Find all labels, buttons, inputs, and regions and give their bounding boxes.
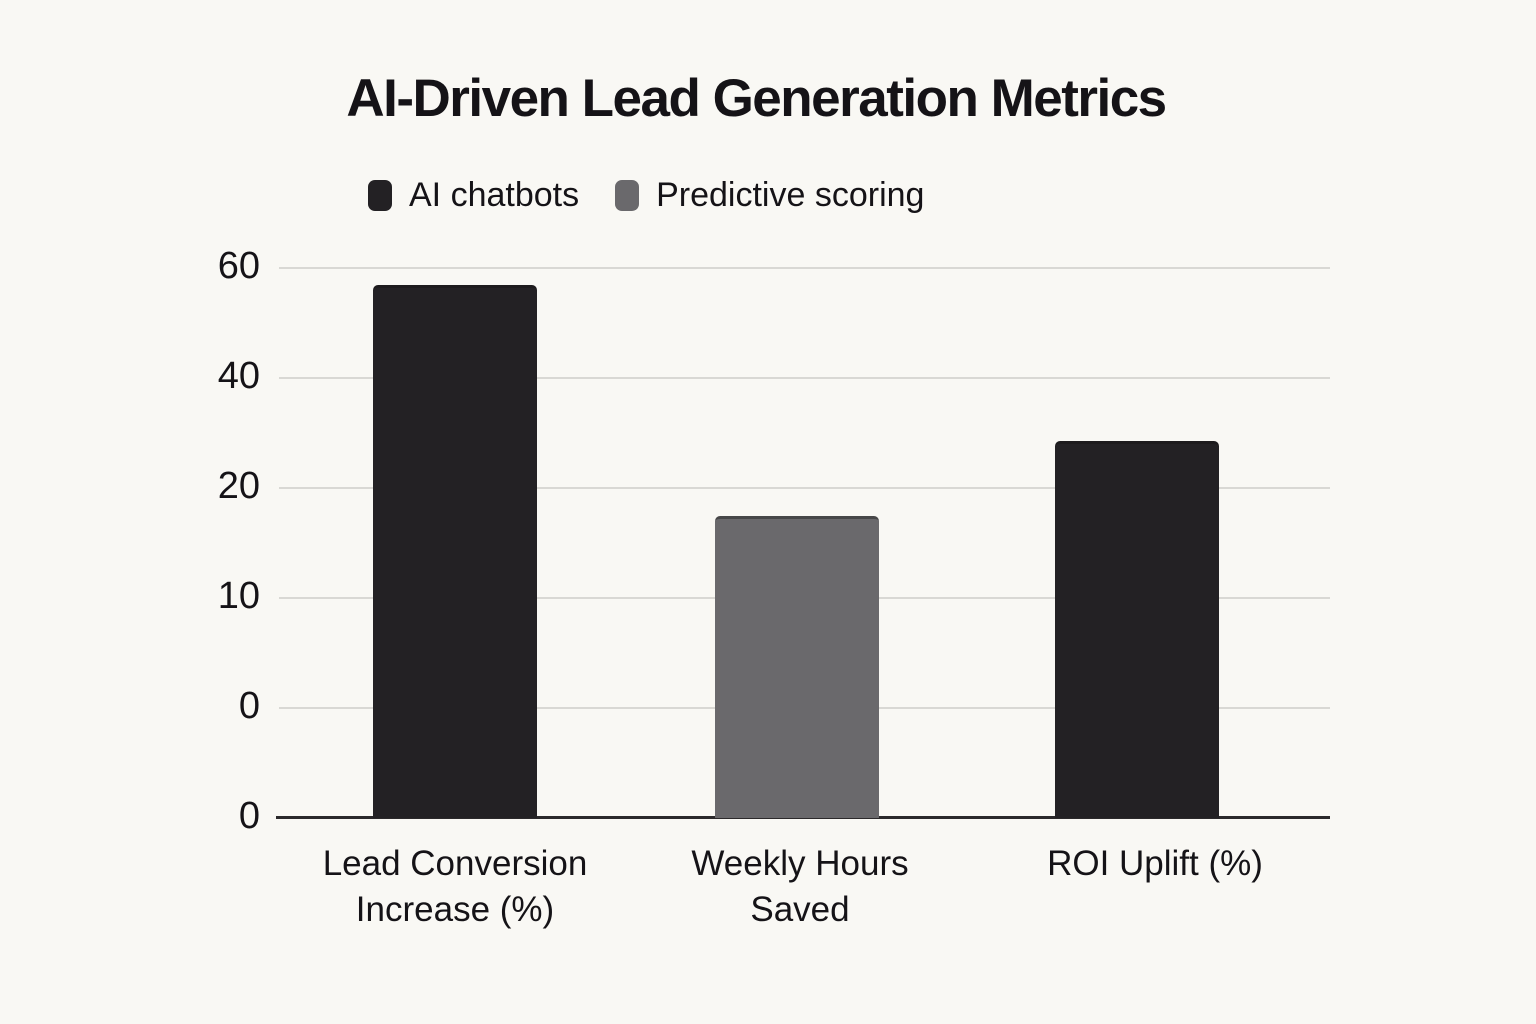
- y-axis-tick-label: 0: [238, 685, 260, 727]
- bar-roi-uplift: [1055, 441, 1219, 818]
- chart-title: AI-Driven Lead Generation Metrics: [346, 69, 1167, 128]
- bar-lead-conversion-increase: [373, 285, 537, 818]
- y-axis-tick-label: 10: [217, 575, 260, 617]
- chart-legend: AI chatbots Predictive scoring: [368, 176, 924, 215]
- legend-item-predictive-scoring: Predictive scoring: [615, 176, 924, 215]
- gridline: [279, 267, 1330, 269]
- y-axis-tick-label: 40: [217, 355, 260, 397]
- y-axis-tick-label: 20: [217, 465, 260, 507]
- x-axis-category-label: Weekly Hours Saved: [691, 844, 909, 929]
- bar-weekly-hours-saved: [715, 516, 879, 818]
- legend-swatch-ai-chatbots: [368, 180, 392, 211]
- y-axis-tick-label: 60: [217, 245, 260, 287]
- x-axis-category-label: Lead Conversion Increase (%): [322, 844, 588, 929]
- legend-swatch-predictive-scoring: [615, 180, 640, 211]
- y-axis-tick-label: 0: [238, 795, 260, 837]
- gridline: [279, 377, 1330, 379]
- gridline: [279, 487, 1330, 489]
- legend-label-ai-chatbots: AI chatbots: [409, 176, 580, 214]
- legend-item-ai-chatbots: AI chatbots: [368, 176, 579, 215]
- x-axis-category-label: ROI Uplift (%): [1047, 844, 1263, 883]
- legend-label-predictive-scoring: Predictive scoring: [656, 176, 925, 214]
